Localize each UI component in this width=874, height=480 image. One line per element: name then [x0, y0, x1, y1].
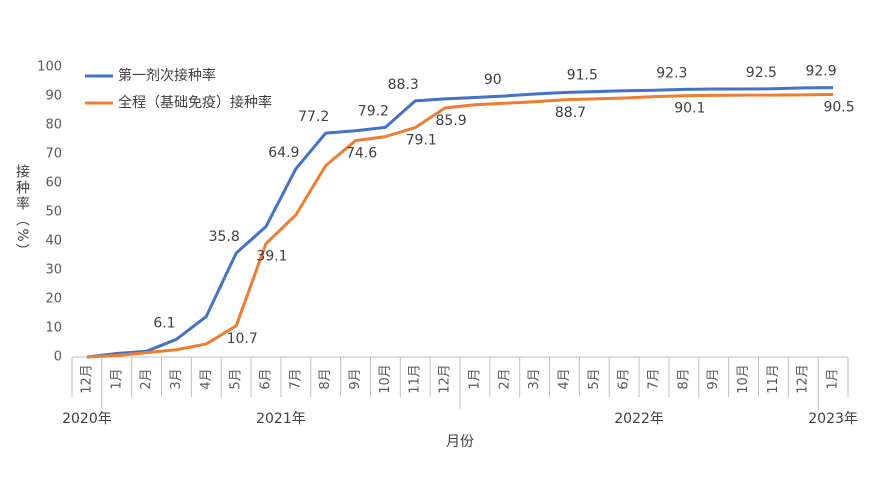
x-tick-label: 1月	[467, 368, 482, 389]
x-group-label: 2023年	[808, 411, 858, 427]
x-tick-label: 1月	[826, 368, 841, 389]
data-label: 79.1	[406, 133, 437, 149]
data-label: 35.8	[209, 229, 240, 245]
x-tick-label: 10月	[378, 364, 393, 394]
data-label: 92.3	[656, 65, 687, 81]
data-label: 77.2	[298, 109, 329, 125]
data-label: 90	[484, 72, 502, 88]
data-label: 79.2	[358, 103, 389, 119]
y-tick-label: 50	[45, 205, 62, 220]
y-tick-label: 70	[45, 147, 62, 162]
y-tick-label: 80	[45, 118, 62, 133]
y-tick-label: 20	[45, 292, 62, 307]
x-tick-label: 6月	[259, 368, 274, 389]
x-tick-label: 12月	[79, 364, 94, 394]
x-tick-label: 9月	[348, 368, 363, 389]
x-tick-label: 7月	[647, 368, 662, 389]
x-tick-label: 11月	[766, 364, 781, 394]
data-label: 88.7	[555, 105, 586, 121]
x-tick-label: 4月	[557, 368, 572, 389]
series-line	[86, 86, 834, 359]
y-tick-label: 90	[45, 89, 62, 104]
legend-label: 第一剂次接种率	[118, 67, 216, 84]
x-tick-label: 3月	[527, 368, 542, 389]
x-tick-label: 6月	[617, 368, 632, 389]
y-tick-label: 0	[54, 350, 62, 365]
y-tick-label: 30	[45, 263, 62, 278]
y-tick-label: 100	[37, 60, 62, 75]
data-label: 92.5	[746, 65, 777, 81]
y-tick-label: 10	[45, 321, 62, 336]
x-tick-label: 1月	[109, 368, 124, 389]
x-tick-label: 8月	[318, 368, 333, 389]
x-group-label: 2021年	[256, 411, 306, 427]
x-tick-label: 2月	[497, 368, 512, 389]
data-label: 88.3	[388, 77, 419, 93]
x-tick-label: 12月	[796, 364, 811, 394]
data-label: 10.7	[227, 331, 258, 347]
y-axis-label: 接种率（%）	[14, 164, 30, 260]
x-tick-label: 9月	[706, 368, 721, 389]
x-tick-label: 12月	[438, 364, 453, 394]
data-label: 90.1	[674, 101, 705, 117]
x-group-label: 2020年	[62, 411, 112, 427]
x-tick-label: 5月	[229, 368, 244, 389]
x-axis-label: 月份	[446, 434, 474, 450]
data-label: 92.9	[805, 64, 836, 80]
x-tick-label: 3月	[169, 368, 184, 389]
x-tick-label: 11月	[408, 364, 423, 394]
series-line	[86, 93, 834, 359]
x-tick-label: 8月	[676, 368, 691, 389]
x-tick-label: 7月	[288, 368, 303, 389]
x-tick-label: 5月	[587, 368, 602, 389]
x-tick-label: 2月	[139, 368, 154, 389]
data-label: 6.1	[153, 315, 175, 331]
data-label: 90.5	[823, 100, 854, 116]
x-group-label: 2022年	[614, 411, 664, 427]
data-label: 39.1	[256, 249, 287, 265]
data-label: 91.5	[567, 68, 598, 84]
y-tick-label: 60	[45, 176, 62, 191]
legend-label: 全程（基础免疫）接种率	[118, 94, 272, 111]
y-tick-label: 40	[45, 234, 62, 249]
x-tick-label: 4月	[199, 368, 214, 389]
data-label: 64.9	[268, 145, 299, 161]
data-label: 85.9	[435, 113, 466, 129]
data-label: 74.6	[346, 146, 377, 162]
x-tick-label: 10月	[736, 364, 751, 394]
